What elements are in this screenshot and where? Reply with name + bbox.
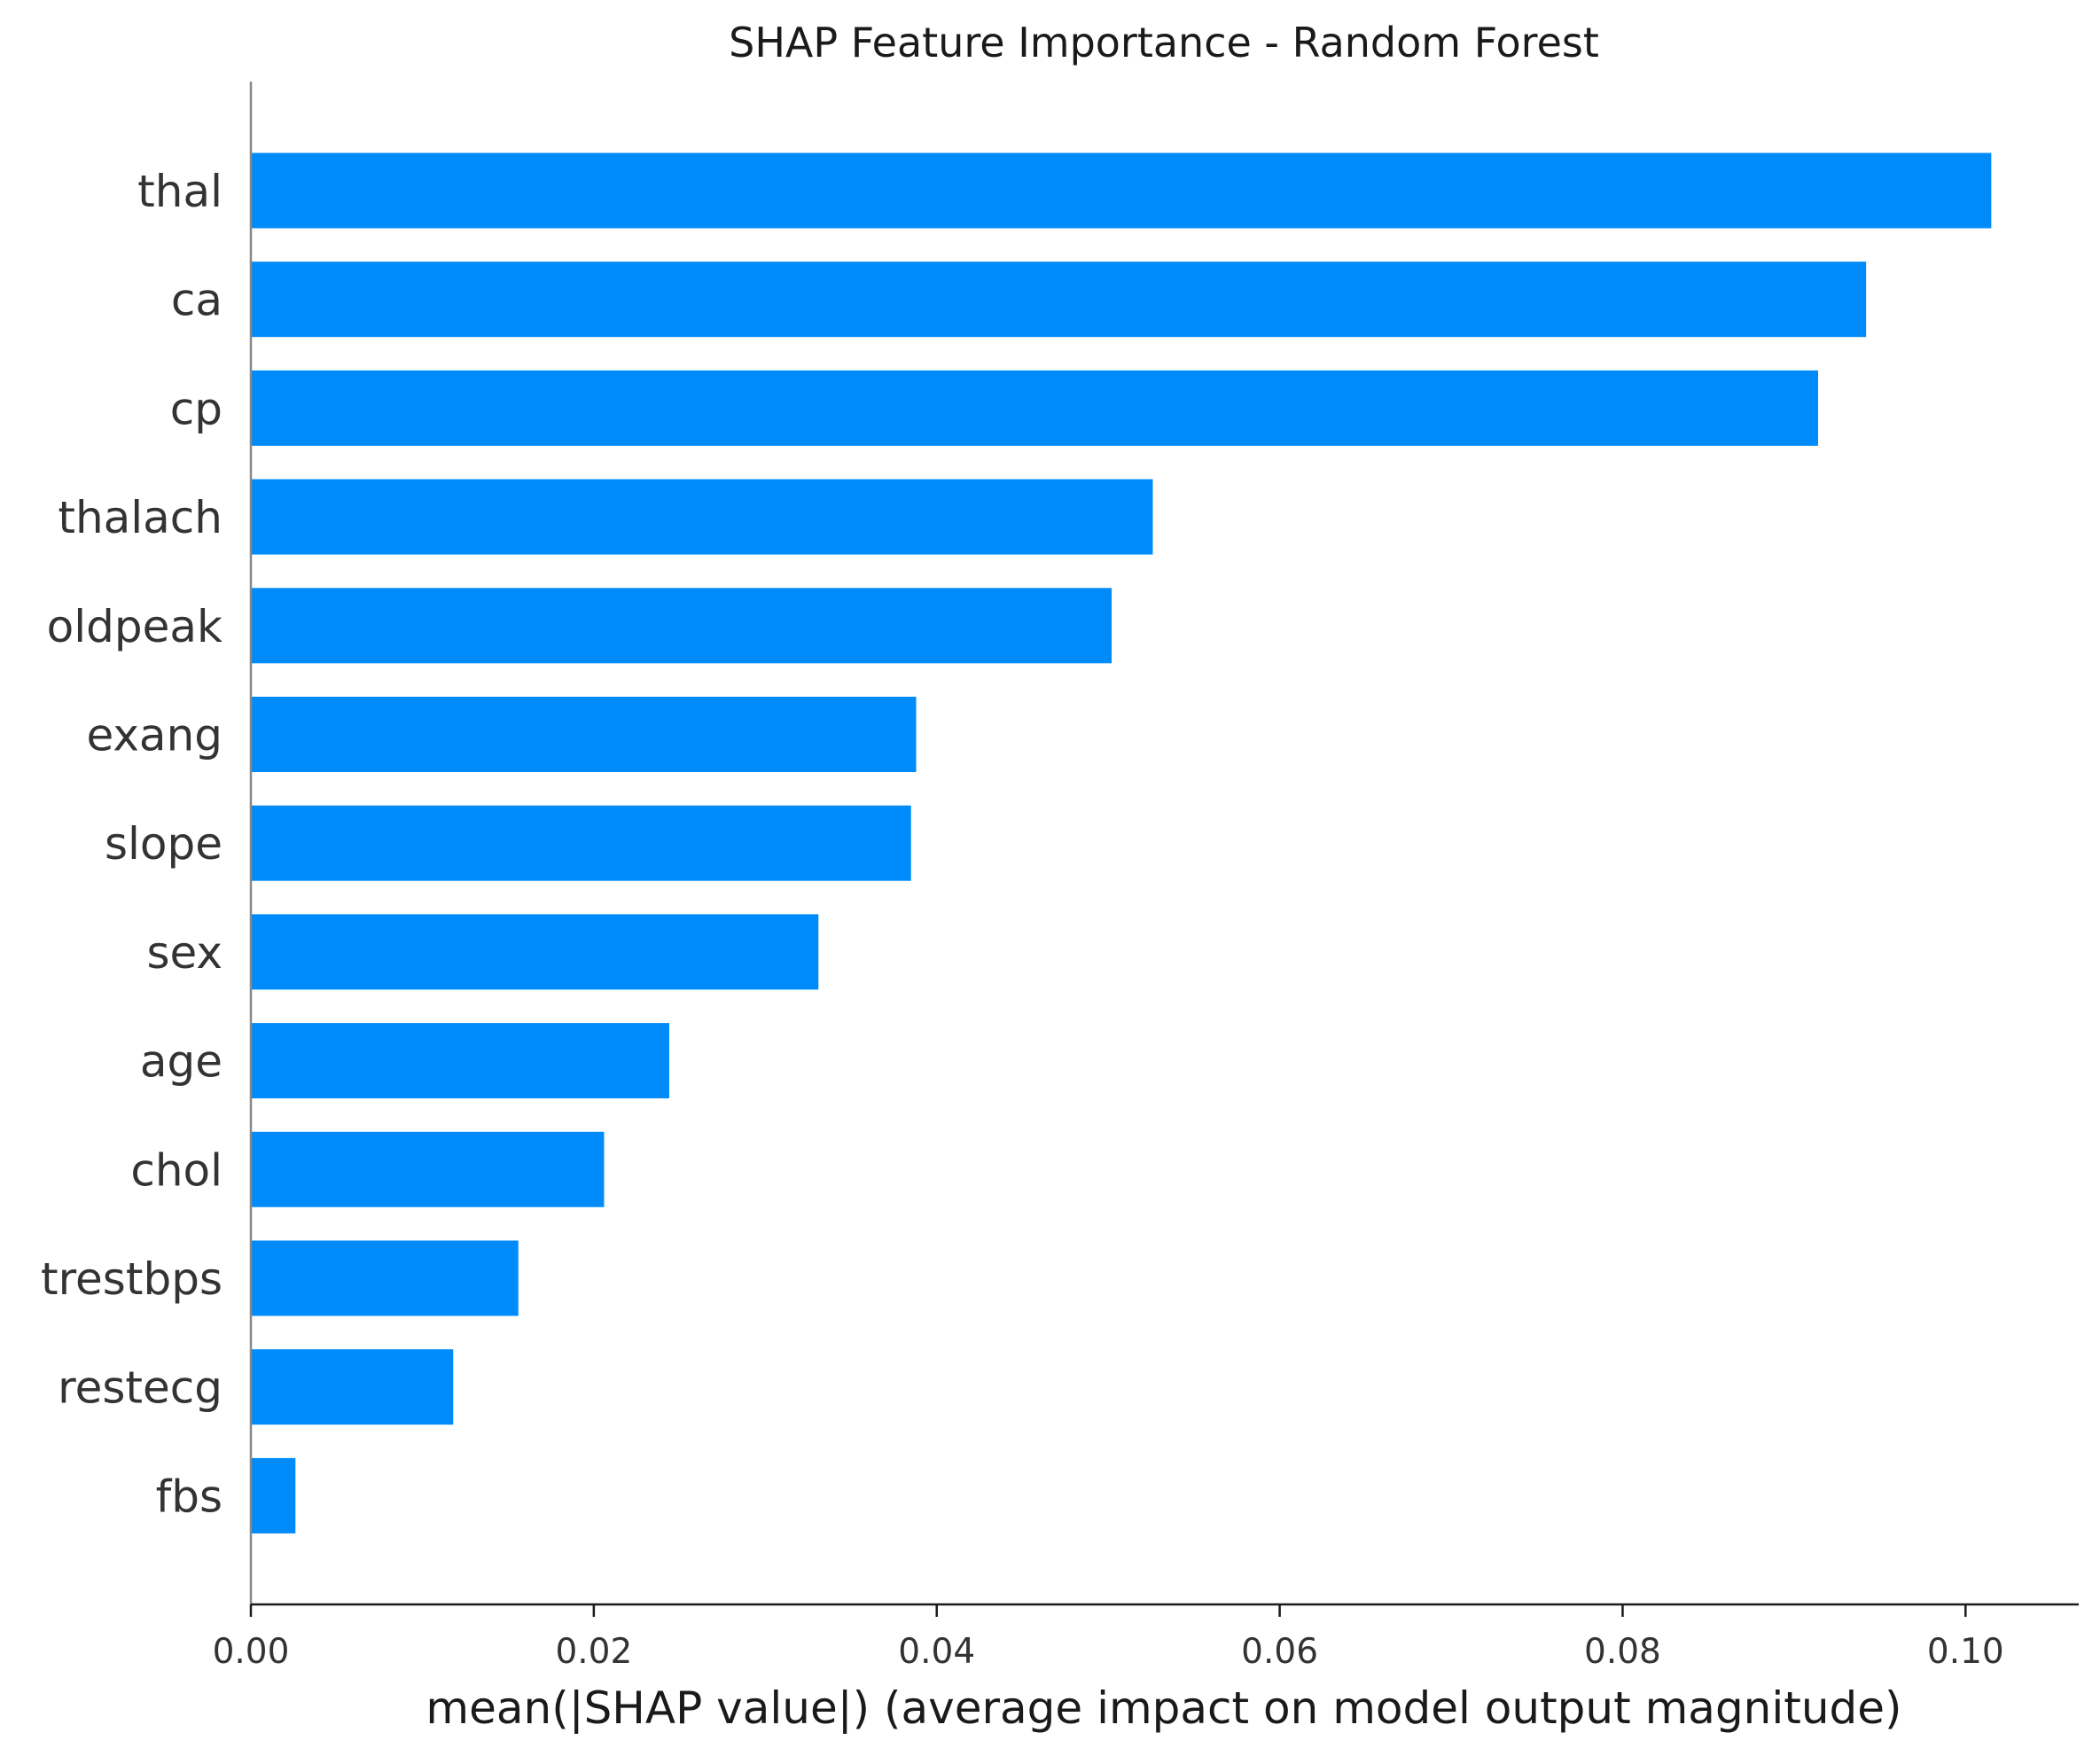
x-ticks-group: 0.00 0.02 0.04 0.06 0.08 0.10: [213, 1604, 2004, 1672]
bar-exang: [251, 697, 917, 772]
bar-sex: [251, 914, 818, 989]
feature-label-age: age: [140, 1036, 222, 1088]
bar-fbs: [251, 1458, 295, 1534]
feature-label-oldpeak: oldpeak: [47, 601, 222, 652]
bar-trestbps: [251, 1241, 519, 1316]
feature-label-trestbps: trestbps: [41, 1253, 222, 1305]
feature-label-slope: slope: [105, 818, 222, 870]
chart-title: SHAP Feature Importance - Random Forest: [729, 19, 1599, 66]
bars-group: [251, 153, 1991, 1534]
x-tick-label: 0.10: [1927, 1632, 2004, 1672]
x-axis-title: mean(|SHAP value|) (average impact on mo…: [425, 1682, 1901, 1734]
feature-label-ca: ca: [171, 275, 222, 326]
x-tick-label: 0.00: [213, 1632, 290, 1672]
bar-oldpeak: [251, 588, 1112, 663]
bar-thal: [251, 153, 1991, 229]
feature-label-thalach: thalach: [58, 492, 222, 543]
bar-cp: [251, 371, 1818, 446]
x-tick-label: 0.02: [555, 1632, 632, 1672]
feature-label-fbs: fbs: [156, 1471, 222, 1522]
bar-slope: [251, 806, 911, 881]
bar-thalach: [251, 480, 1152, 555]
bar-restecg: [251, 1349, 453, 1424]
x-tick-label: 0.06: [1241, 1632, 1318, 1672]
feature-label-cp: cp: [170, 383, 222, 434]
bar-chol: [251, 1132, 604, 1207]
bar-ca: [251, 261, 1866, 337]
feature-label-restecg: restecg: [58, 1362, 222, 1414]
feature-label-sex: sex: [146, 927, 222, 979]
x-tick-label: 0.08: [1584, 1632, 1661, 1672]
feature-labels-group: thal ca cp thalach oldpeak exang slope sex age ch…: [41, 166, 222, 1522]
feature-label-thal: thal: [137, 166, 222, 217]
feature-label-exang: exang: [86, 710, 222, 761]
bar-age: [251, 1023, 669, 1098]
feature-label-chol: chol: [130, 1144, 222, 1196]
x-tick-label: 0.04: [898, 1632, 975, 1672]
